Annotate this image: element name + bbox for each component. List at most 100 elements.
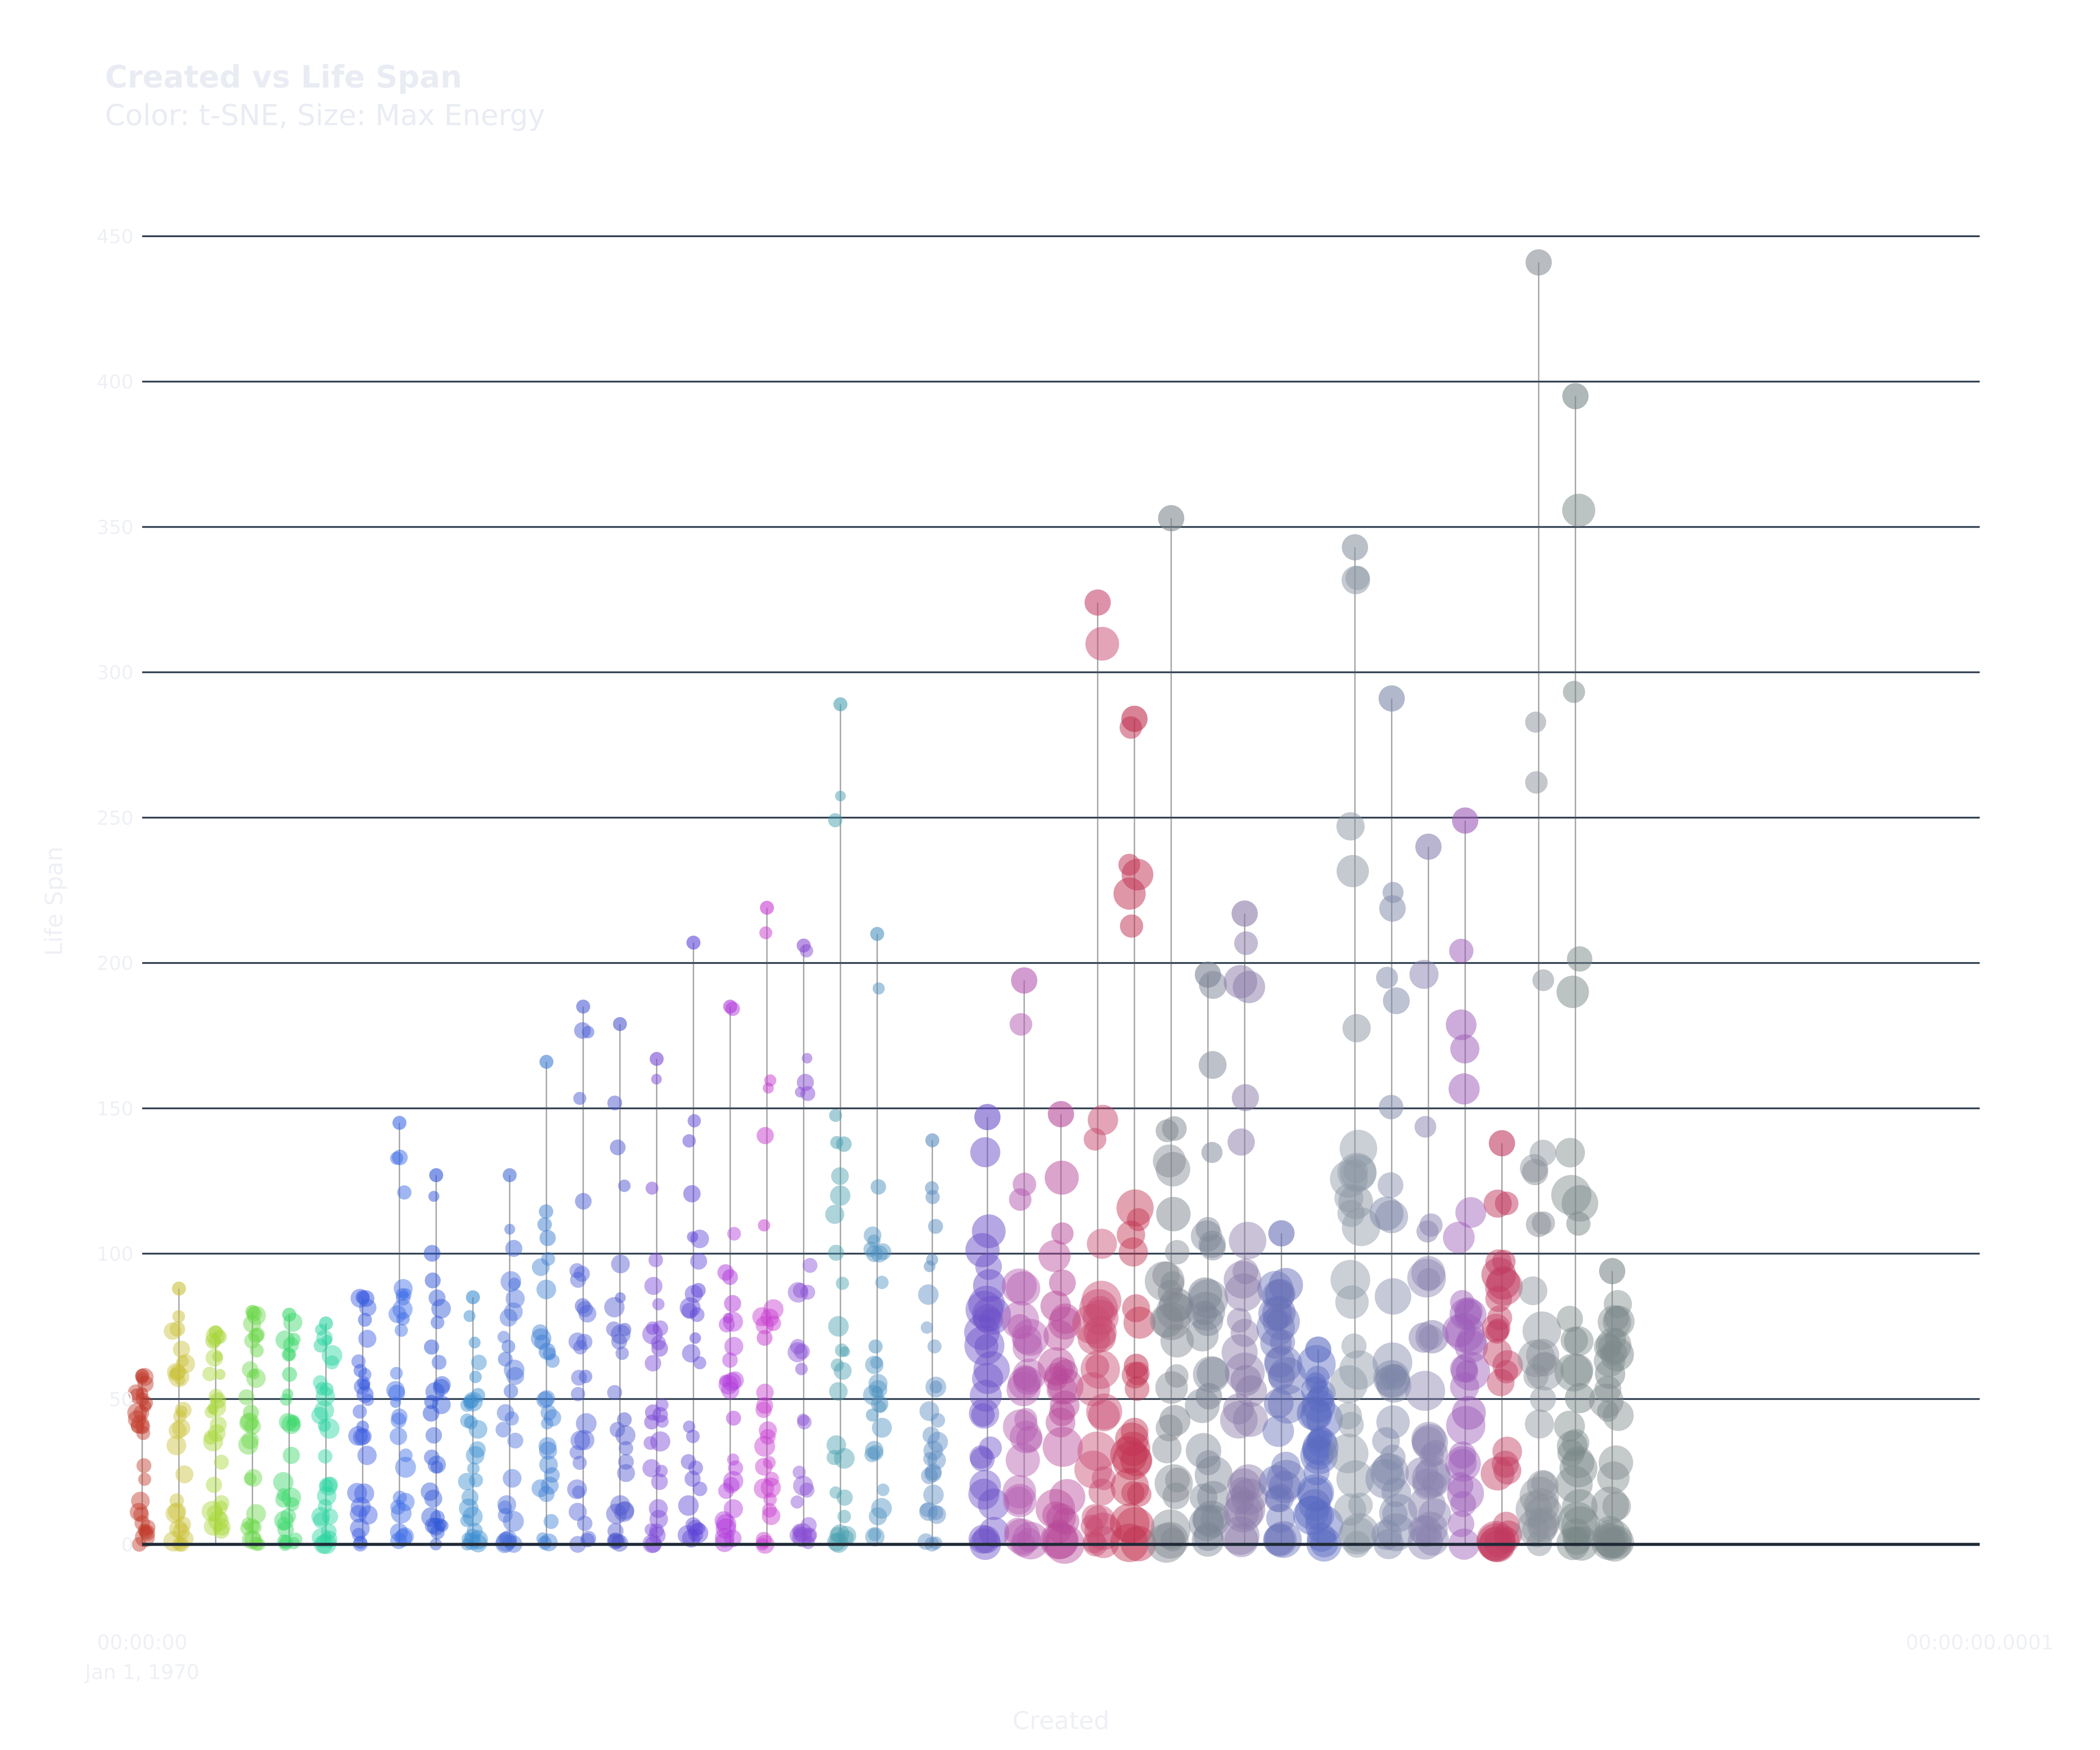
data-point [1445,1446,1481,1482]
data-point [1597,1461,1630,1494]
data-point [177,1355,189,1367]
data-point [606,1503,627,1524]
data-point [425,1427,442,1444]
data-point [350,1505,368,1523]
data-point [568,1502,587,1521]
data-point [433,1379,450,1396]
y-tick-label: 150 [97,1098,133,1120]
data-point [1522,1516,1550,1544]
data-point [1264,1278,1295,1309]
data-point [573,1092,587,1105]
data-point [763,1299,784,1320]
data-point [1013,1366,1042,1395]
data-point [1266,1504,1295,1533]
data-point [1561,1326,1588,1354]
data-point [358,1312,372,1327]
data-point [536,1279,556,1299]
data-point [872,982,885,995]
data-point [240,1522,254,1536]
data-point [1052,1508,1080,1535]
data-point [760,1428,776,1445]
data-point [1456,1326,1487,1356]
data-point [617,1412,632,1427]
data-point [276,1488,290,1502]
data-point [1193,1501,1230,1538]
data-point [688,1522,708,1544]
data-point [1230,1464,1267,1501]
x-tick-label-end: 00:00:00.0001 [1906,1631,2054,1654]
data-point [214,1368,226,1380]
data-point [1224,1273,1263,1312]
data-point [209,1325,223,1339]
data-point [313,1512,329,1529]
data-point [175,1465,194,1484]
data-point [722,1352,738,1368]
data-point [752,1307,772,1326]
data-point [868,1339,883,1354]
data-point [282,1308,296,1322]
data-point [1487,1368,1515,1396]
data-point [1152,1434,1182,1463]
data-point [871,1245,888,1263]
data-point [1526,249,1552,276]
data-point [504,1302,523,1321]
data-point [135,1368,149,1383]
data-point [728,1460,743,1476]
data-point [652,1298,665,1311]
data-point [133,1506,149,1522]
data-point [1040,1522,1078,1560]
data-point [203,1430,218,1445]
data-point [540,1404,557,1421]
data-point [870,1356,883,1369]
data-point [249,1343,264,1358]
data-point [686,1429,700,1443]
data-point [352,1528,366,1542]
data-point [424,1245,441,1262]
data-point [1422,1472,1447,1497]
data-point [1411,1421,1446,1457]
data-point [1259,1465,1294,1500]
data-point [835,791,846,802]
data-point [1530,1386,1556,1412]
data-point [1309,1425,1333,1449]
data-point [755,1401,772,1418]
data-point [927,1451,946,1470]
data-point [1159,1405,1190,1436]
data-point [615,1292,626,1303]
data-point [644,1355,662,1372]
data-point [1081,1281,1122,1321]
data-point [213,1522,230,1539]
data-point [928,1432,948,1452]
data-point [137,1523,151,1537]
data-point [503,1469,522,1488]
data-point [645,1182,659,1195]
data-point [1084,1512,1122,1550]
data-point [1379,685,1405,712]
data-point [723,1312,734,1323]
data-point [214,1511,228,1525]
data-point [244,1472,257,1485]
data-point [1297,1474,1334,1512]
data-point [542,1347,556,1361]
data-point [1268,1362,1295,1390]
data-point [1302,1429,1339,1466]
data-point [166,1435,186,1456]
data-point [1483,1338,1512,1368]
data-point [212,1351,223,1362]
data-point [248,1328,264,1344]
data-point [1338,1184,1373,1219]
data-point [865,1441,884,1460]
data-point [210,1416,227,1433]
data-point [651,1340,668,1357]
data-point [503,1511,524,1532]
data-point [1306,1428,1330,1452]
data-point [1298,1489,1331,1521]
data-point [681,1302,698,1319]
data-point [1411,1424,1448,1461]
data-point [1452,1396,1486,1430]
data-point [1336,855,1369,888]
data-point [788,1282,808,1303]
data-point [321,1523,337,1540]
data-point [1414,1116,1436,1138]
data-point [390,1152,403,1165]
